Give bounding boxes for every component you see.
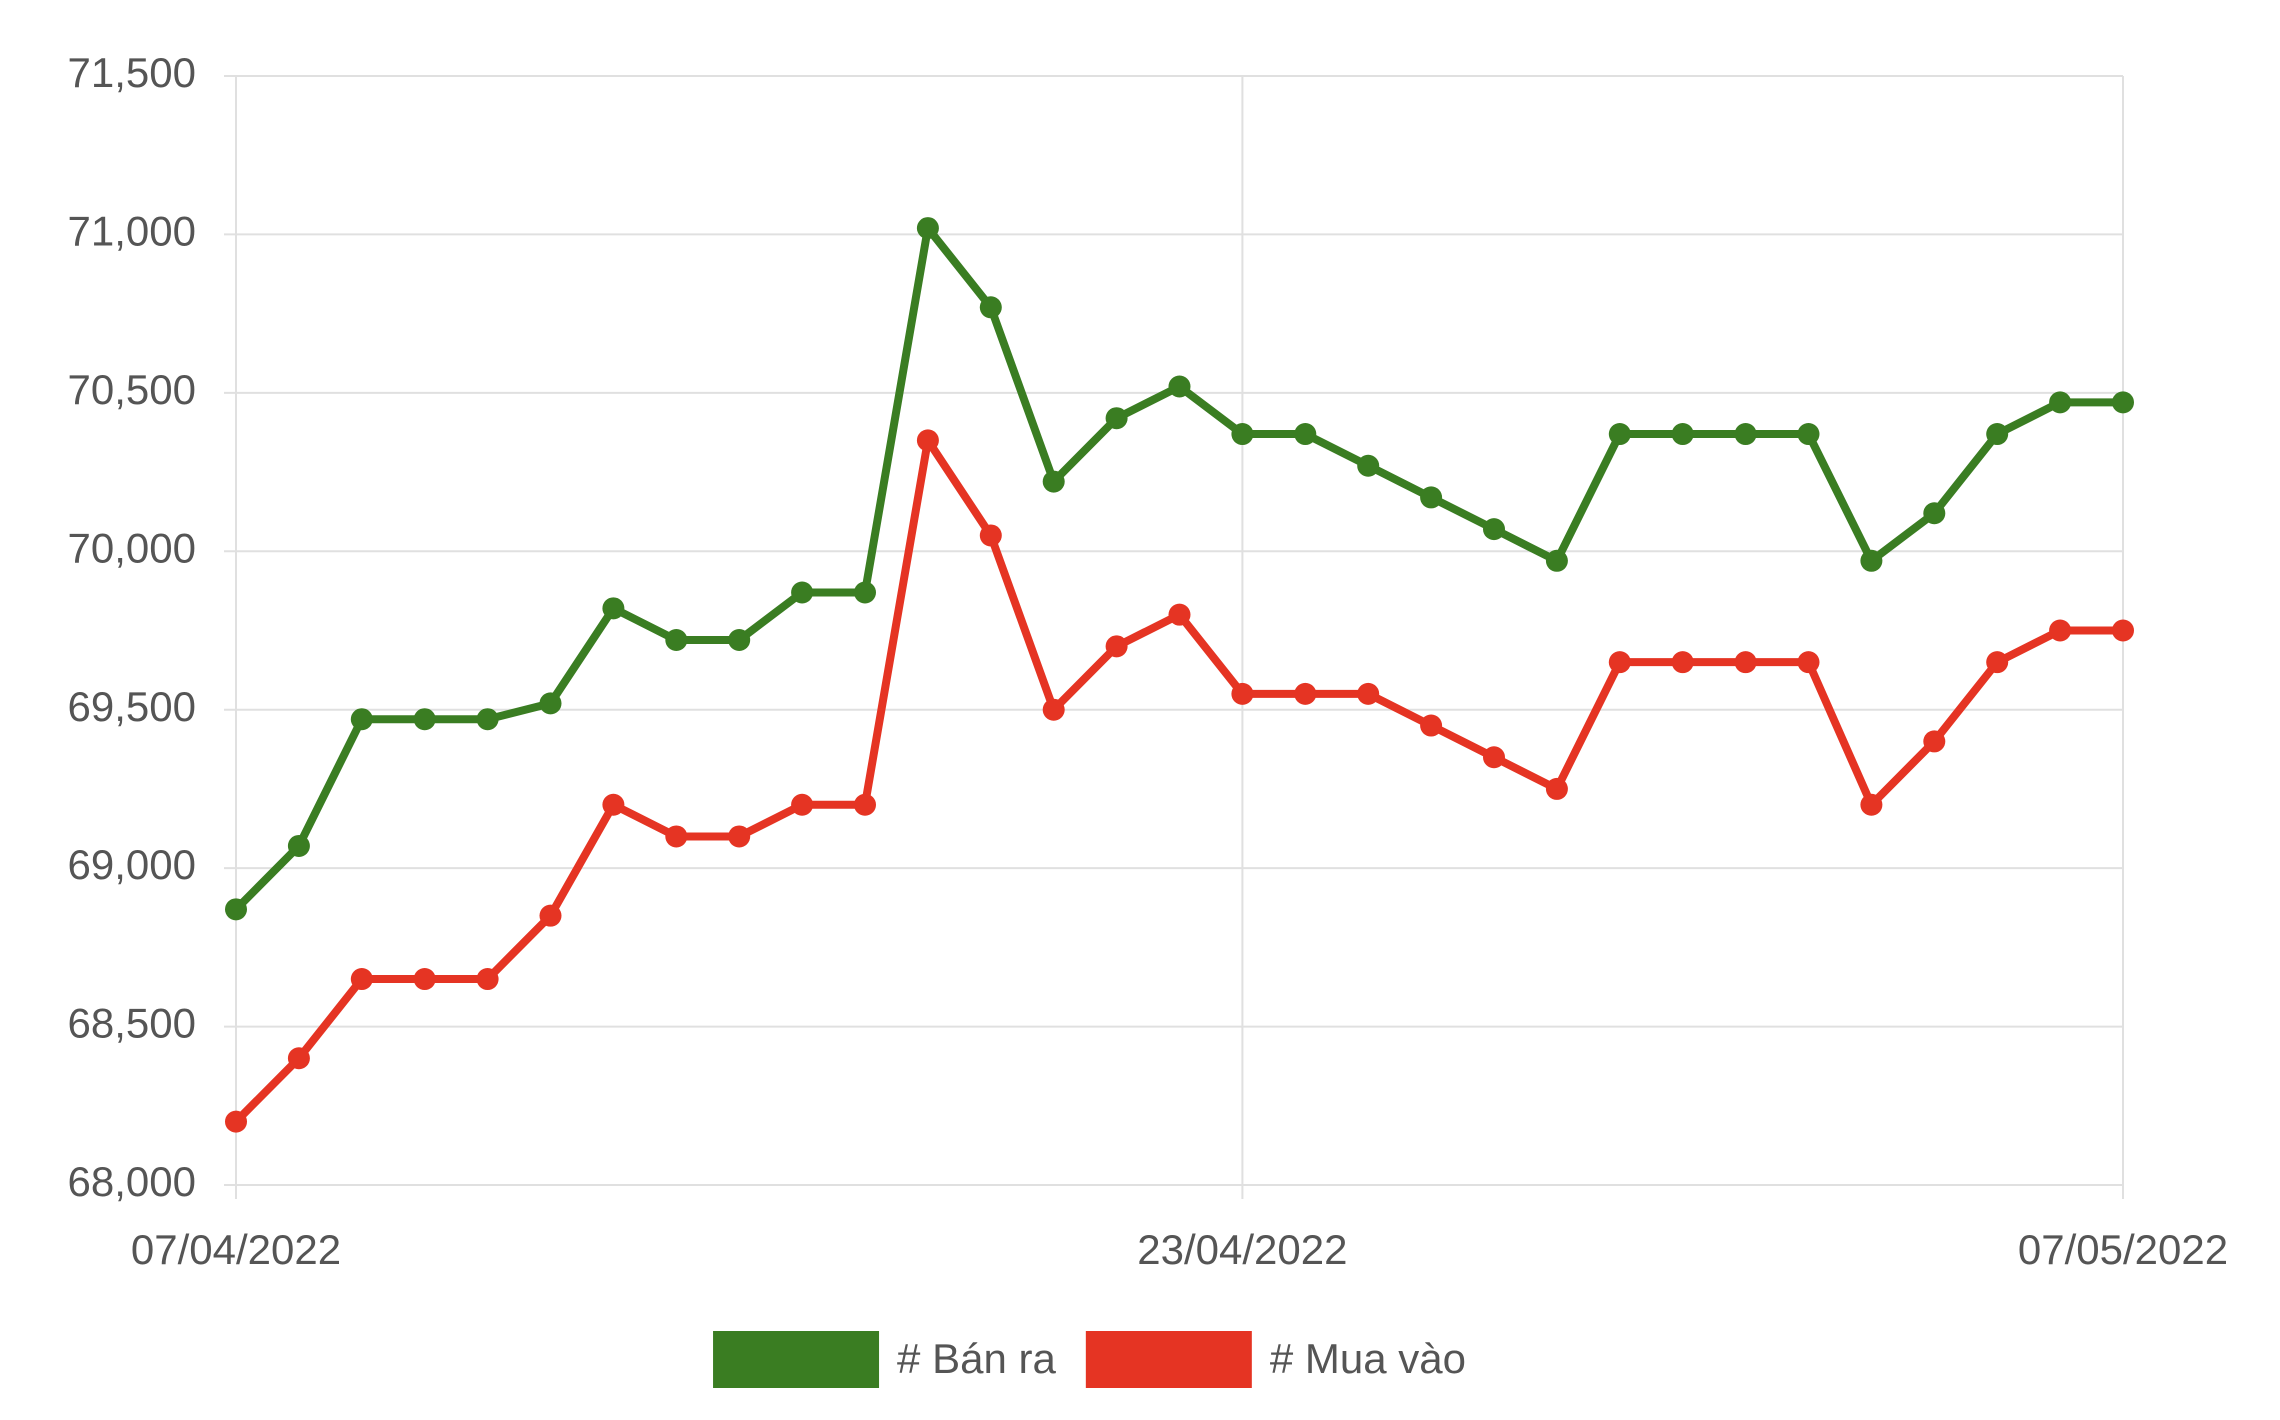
point: [1168, 603, 1191, 626]
legend-item: # Mua vào: [1085, 1331, 1466, 1388]
series-line: [233, 436, 2123, 1125]
point: [539, 692, 562, 715]
point: [979, 524, 1002, 547]
point: [1986, 423, 2009, 446]
legend-swatch: [713, 1331, 880, 1388]
point: [791, 793, 814, 816]
point: [1671, 423, 1694, 446]
point: [539, 904, 562, 927]
point: [225, 1110, 247, 1133]
point: [1734, 423, 1757, 446]
point: [1671, 651, 1694, 674]
point: [1294, 423, 1317, 446]
point: [1860, 793, 1883, 816]
point: [1797, 651, 1820, 674]
point: [1420, 486, 1443, 509]
point: [665, 825, 688, 848]
y-tick-label: 68,000: [68, 1158, 196, 1205]
point: [476, 708, 499, 731]
legend-label: # Mua vào: [1270, 1335, 1466, 1382]
point: [1545, 549, 1568, 572]
point: [728, 629, 751, 652]
point: [1357, 454, 1380, 477]
point: [1923, 502, 1946, 525]
legend-label: # Bán ra: [897, 1335, 1056, 1382]
series-line: [233, 224, 2123, 913]
point: [916, 217, 939, 240]
point: [350, 708, 373, 731]
point: [476, 968, 499, 991]
y-tick-label: 69,000: [68, 841, 196, 888]
point: [1923, 730, 1946, 753]
point: [1734, 651, 1757, 674]
y-tick-label: 70,500: [68, 366, 196, 413]
point: [916, 429, 939, 452]
y-tick-label: 70,000: [68, 524, 196, 571]
point: [2112, 619, 2134, 642]
point: [287, 834, 310, 857]
x-tick-label: 07/04/2022: [131, 1226, 341, 1273]
legend-item: # Bán ra: [713, 1331, 1056, 1388]
point: [979, 296, 1002, 319]
point: [413, 968, 436, 991]
point: [287, 1047, 310, 1070]
point: [2112, 391, 2134, 414]
point: [1608, 423, 1631, 446]
point: [602, 793, 625, 816]
point: [1231, 682, 1254, 705]
point: [791, 581, 814, 604]
point: [1986, 651, 2009, 674]
point: [1420, 714, 1443, 737]
point: [2049, 619, 2072, 642]
point: [728, 825, 751, 848]
point: [1483, 746, 1505, 769]
y-tick-label: 68,500: [68, 1000, 196, 1047]
legend-swatch: [1085, 1331, 1252, 1388]
point: [2049, 391, 2072, 414]
point: [413, 708, 436, 731]
x-tick-label: 07/05/2022: [2018, 1226, 2228, 1273]
x-tick-label: 23/04/2022: [1137, 1226, 1347, 1273]
point: [1608, 651, 1631, 674]
point: [1105, 635, 1128, 658]
point: [1357, 682, 1380, 705]
point: [1168, 375, 1191, 398]
point: [225, 898, 247, 921]
point: [1231, 423, 1254, 446]
point: [1294, 682, 1317, 705]
point: [350, 968, 373, 991]
y-tick-label: 69,500: [68, 683, 196, 730]
point: [665, 629, 688, 652]
point: [1860, 549, 1883, 572]
point: [854, 581, 876, 604]
y-tick-label: 71,500: [68, 49, 196, 96]
y-tick-label: 71,000: [68, 208, 196, 255]
point: [1545, 777, 1568, 800]
point: [1797, 423, 1820, 446]
point: [1105, 407, 1128, 430]
point: [854, 793, 876, 816]
point: [1042, 470, 1065, 493]
point: [1483, 518, 1505, 541]
point: [602, 597, 625, 620]
point: [1042, 698, 1065, 721]
